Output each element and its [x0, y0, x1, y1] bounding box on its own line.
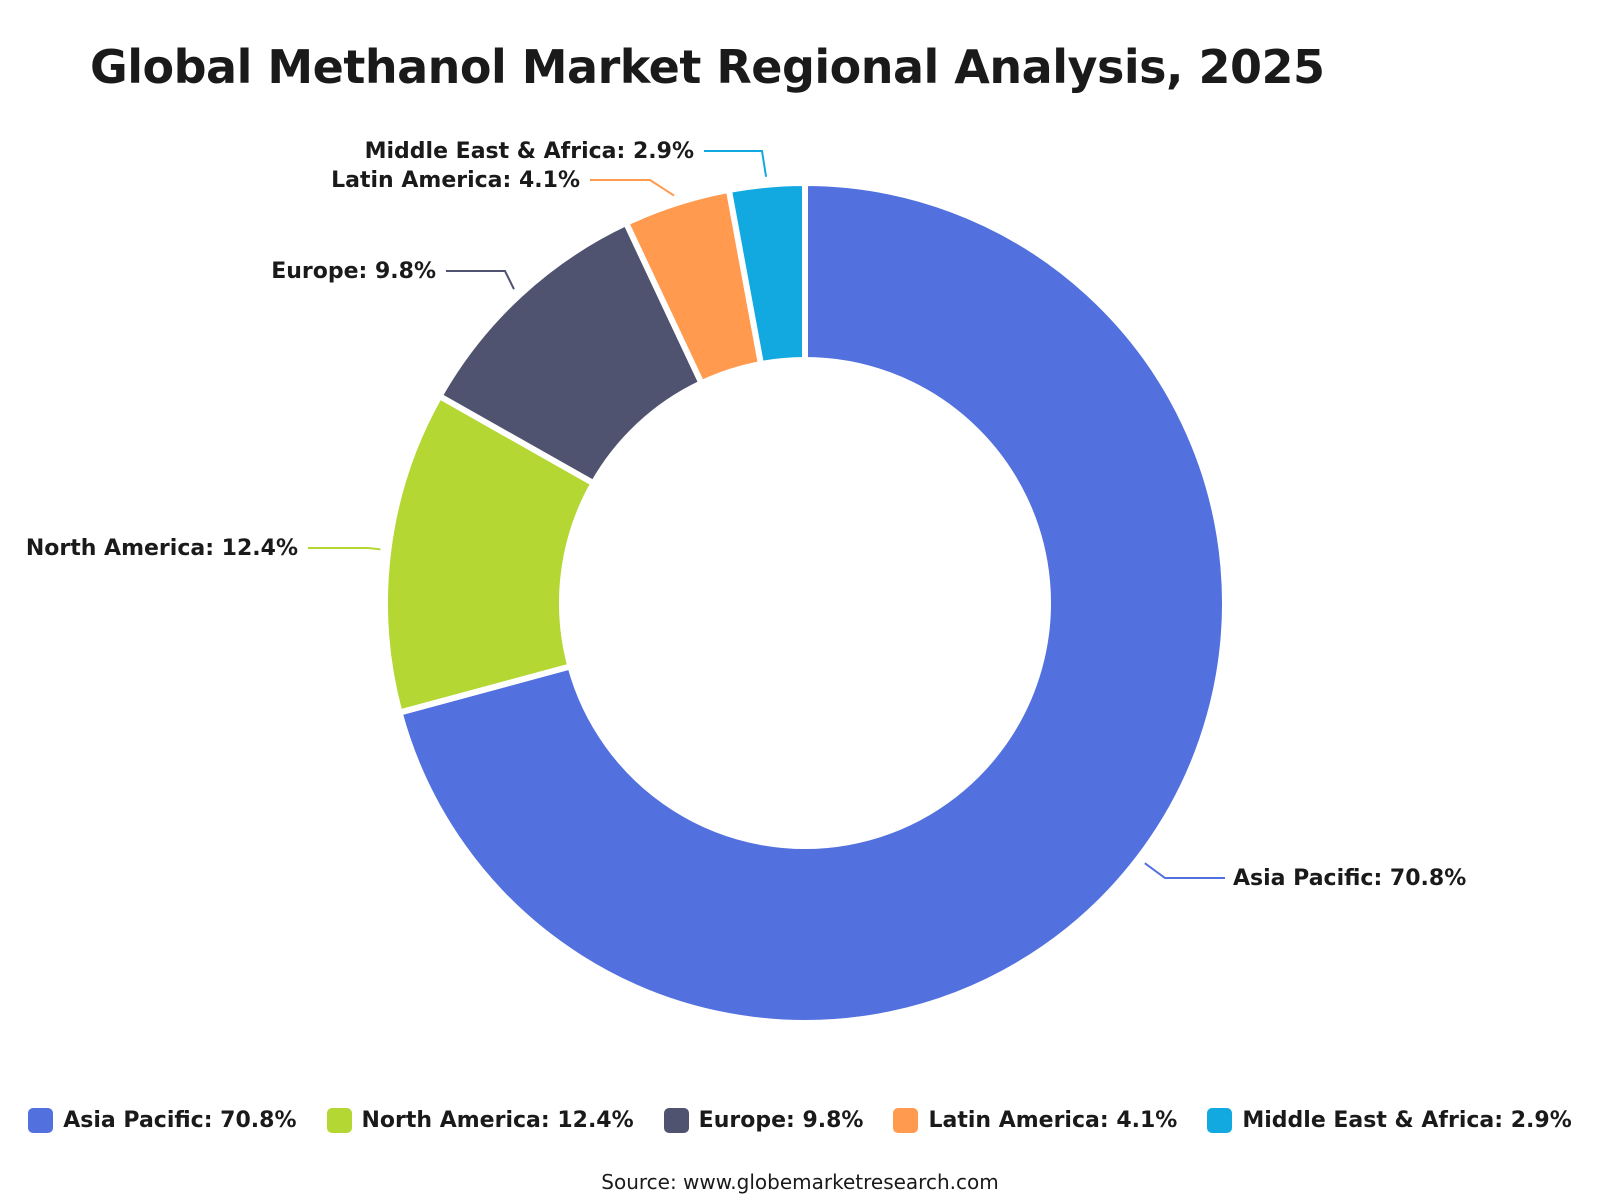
slice-label-europe: Europe: 9.8% — [271, 259, 436, 284]
chart-title: Global Methanol Market Regional Analysis… — [90, 40, 1325, 94]
legend-swatch-asia-pacific — [28, 1108, 54, 1133]
legend-label: North America: 12.4% — [361, 1108, 634, 1133]
legend-swatch-middle-east-and-africa — [1207, 1108, 1233, 1133]
donut-slices — [382, 180, 1228, 1026]
legend-item-north-america[interactable]: North America: 12.4% — [326, 1108, 634, 1133]
legend-swatch-europe — [663, 1108, 689, 1133]
label-leader-lines — [308, 150, 1225, 879]
source-note: Source: www.globemarketresearch.com — [601, 1170, 999, 1194]
slice-label-latin-america: Latin America: 4.1% — [331, 168, 580, 193]
leader-line-middle-east-and-africa — [704, 150, 768, 177]
legend-item-middle-east-and-africa[interactable]: Middle East & Africa: 2.9% — [1207, 1108, 1572, 1133]
leader-line-north-america — [308, 547, 381, 551]
legend-item-europe[interactable]: Europe: 9.8% — [663, 1108, 864, 1133]
leader-line-latin-america — [590, 179, 675, 197]
legend: Asia Pacific: 70.8% North America: 12.4% E… — [0, 1108, 1600, 1133]
legend-swatch-north-america — [326, 1108, 352, 1133]
slice-middle-east-and-africa[interactable] — [725, 180, 808, 368]
slice-label-asia-pacific: Asia Pacific: 70.8% — [1233, 866, 1466, 891]
legend-label: Asia Pacific: 70.8% — [63, 1108, 297, 1133]
slice-label-middle-east-and-africa: Middle East & Africa: 2.9% — [365, 139, 694, 164]
slice-labels: Asia Pacific: 70.8% North America: 12.4% E… — [26, 139, 1466, 891]
leader-line-asia-pacific — [1144, 862, 1225, 879]
legend-swatch-latin-america — [893, 1108, 919, 1133]
legend-item-asia-pacific[interactable]: Asia Pacific: 70.8% — [28, 1108, 297, 1133]
legend-label: Middle East & Africa: 2.9% — [1242, 1108, 1572, 1133]
slice-label-north-america: North America: 12.4% — [26, 536, 298, 561]
slice-asia-pacific[interactable] — [396, 180, 1228, 1026]
legend-label: Europe: 9.8% — [698, 1108, 864, 1133]
slice-north-america[interactable] — [382, 393, 597, 716]
legend-item-latin-america[interactable]: Latin America: 4.1% — [893, 1108, 1177, 1133]
legend-label: Latin America: 4.1% — [928, 1108, 1178, 1133]
leader-line-europe — [446, 270, 515, 290]
